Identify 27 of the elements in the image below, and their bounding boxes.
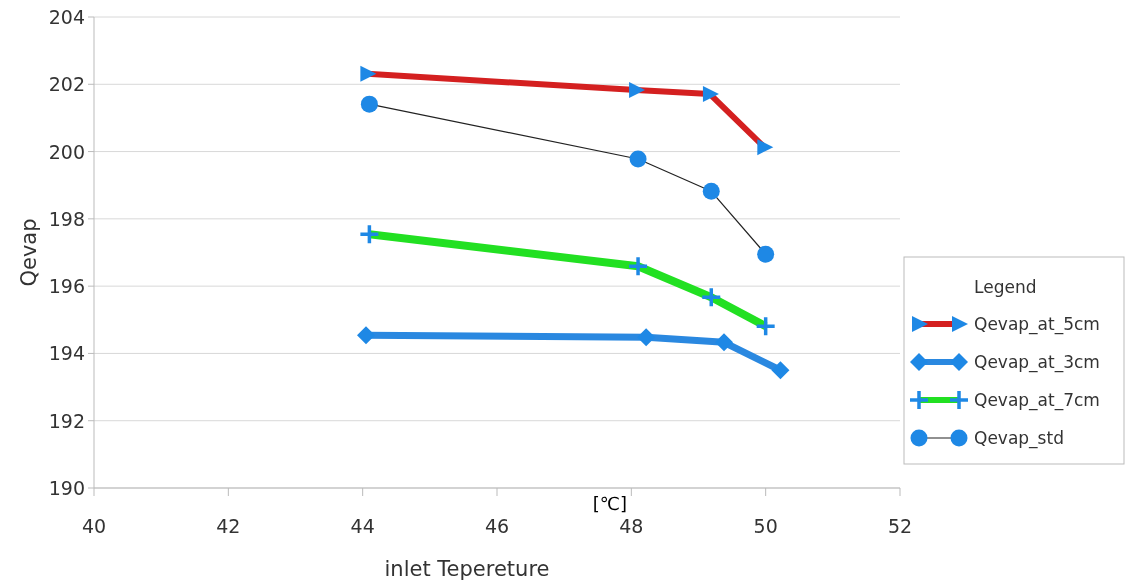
y-tick-label: 196	[48, 275, 85, 298]
y-tick-label: 204	[48, 6, 85, 28]
text: [℃]	[592, 493, 627, 514]
legend-title: Legend	[974, 277, 1037, 297]
y-tick-label: 194	[48, 342, 85, 365]
x-tick-label: 46	[484, 515, 510, 537]
x-tick-label: 42	[216, 515, 241, 537]
legend-label: Qevap_std	[974, 428, 1064, 449]
legend-label: Qevap_at_5cm	[974, 314, 1100, 335]
point	[637, 328, 656, 347]
y-tick-label: 192	[48, 409, 85, 432]
legend-label: Qevap_at_7cm	[974, 390, 1100, 411]
x-axis-title: inlet Tepereture	[384, 557, 550, 581]
y-axis-title: Qevap	[17, 218, 41, 287]
point	[715, 333, 734, 352]
point	[357, 326, 376, 345]
x-tick-label: 50	[753, 515, 778, 537]
y-tick-label: 190	[48, 477, 85, 499]
x-tick-label: 44	[350, 515, 375, 537]
y-tick-label: 200	[48, 140, 85, 163]
y-tick-label: 198	[48, 207, 85, 230]
x-tick-label: 52	[887, 515, 913, 537]
legend-label: Qevap_at_3cm	[974, 352, 1100, 373]
x-tick-label: 40	[81, 515, 107, 537]
point	[771, 361, 790, 380]
y-tick-label: 202	[48, 73, 85, 96]
x-tick-label: 48	[619, 515, 644, 537]
